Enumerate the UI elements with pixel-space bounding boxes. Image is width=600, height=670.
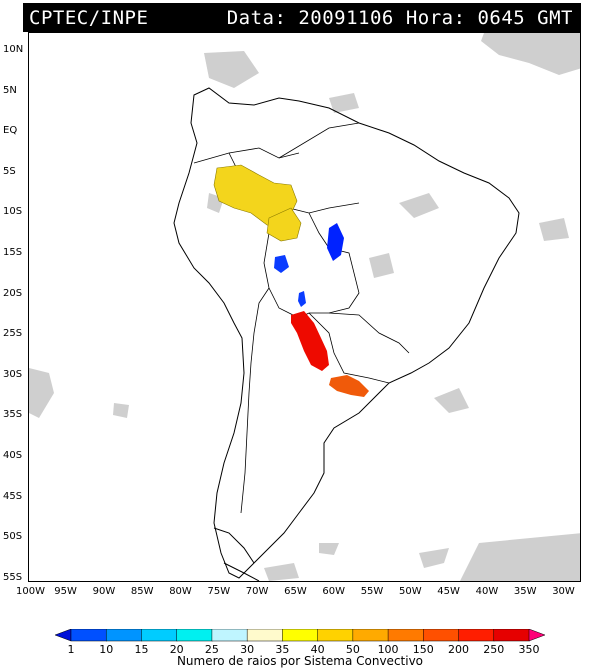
system-argentina-chaco (291, 311, 329, 371)
colorbar-swatch (317, 628, 354, 642)
colorbar-tick-label: 15 (134, 643, 149, 656)
lon-label: 65W (284, 586, 307, 597)
colorbar-swatch (387, 628, 425, 642)
hour-label: Hora: (405, 7, 466, 29)
lon-label: 40W (475, 586, 499, 597)
source-label: CPTEC/INPE (29, 7, 149, 29)
date-label: Data: (226, 7, 287, 29)
map-frame (28, 32, 581, 582)
colorbar-swatch (54, 628, 72, 642)
colorbar-tick-label: 200 (448, 643, 470, 656)
lat-label: 15S (3, 247, 23, 258)
lat-label: 10N (3, 44, 24, 55)
colorbar-swatch (246, 628, 284, 642)
lat-label: 30S (3, 368, 23, 380)
lon-label: 90W (92, 586, 116, 597)
colorbar-swatch (105, 628, 143, 642)
lon-label: 30W (552, 586, 575, 597)
colorbar-tick-label: 100 (377, 643, 399, 656)
map-header: CPTEC/INPE Data: 20091106 Hora: 0645 GMT (23, 3, 581, 32)
lat-label: EQ (3, 125, 18, 137)
system-rondonia (266, 207, 302, 242)
colorbar-swatch (70, 628, 107, 642)
colorbar-tick-label: 250 (483, 643, 505, 656)
system-mato-grosso (327, 223, 344, 261)
lon-label: 100W (16, 586, 45, 597)
date-value: 20091106 (298, 7, 394, 29)
colorbar-tick-label: 30 (240, 643, 255, 656)
system-uruguay (329, 375, 369, 397)
lon-label: 55W (360, 586, 384, 597)
colorbar-tick-label: 1 (67, 643, 75, 656)
lon-label: 45W (437, 586, 460, 597)
lat-label: 5N (3, 84, 17, 96)
lat-label: 25S (3, 328, 23, 340)
lat-label: 55S (3, 571, 23, 583)
colorbar-tick-label: 20 (169, 643, 184, 656)
colorbar-tick-label: 350 (518, 643, 540, 656)
colorbar-swatch (528, 628, 546, 642)
lon-label: 70W (245, 586, 269, 597)
colorbar-swatch (141, 628, 178, 642)
colorbar-title: Numero de raios por Sistema Convectivo (176, 654, 424, 668)
lat-label: 40S (3, 450, 23, 461)
colorbar-swatch (458, 628, 495, 642)
hour-value: 0645 GMT (477, 7, 573, 29)
cloud-cover (29, 33, 580, 581)
colorbar-swatch (493, 628, 530, 642)
lat-label: 50S (3, 531, 23, 543)
lon-label: 80W (169, 586, 192, 597)
colorbar: 1 10 15 20 25 30 35 40 50 100 150 200 250 350 Numero … (54, 628, 546, 668)
lat-label: 35S (3, 409, 23, 421)
datetime-label: Data: 20091106 Hora: 0645 GMT (227, 7, 573, 29)
lon-label: 35W (513, 586, 537, 597)
colorbar-tick-labels: 1 10 15 20 25 30 35 40 50 100 150 200 250 350 (55, 643, 545, 656)
colorbar-swatch (423, 628, 460, 642)
lat-label: 20S (3, 287, 23, 299)
convective-systems (213, 164, 369, 397)
colorbar-tick-label: 40 (310, 643, 325, 656)
system-bolivia-small (274, 255, 289, 273)
lon-label: 75W (207, 586, 231, 597)
colorbar-tick-label: 50 (345, 643, 360, 656)
colorbar-scale (54, 628, 546, 642)
colorbar-tick-label: 35 (275, 643, 290, 656)
colorbar-tick-label: 150 (412, 643, 434, 656)
lat-label: 5S (3, 165, 16, 177)
lon-label: 85W (130, 586, 154, 597)
colorbar-swatch (352, 628, 389, 642)
colorbar-tick-label: 25 (204, 643, 219, 656)
system-paraguay-dot (298, 291, 306, 307)
lon-label: 95W (54, 586, 77, 597)
colorbar-tick-label: 10 (99, 643, 114, 656)
lon-label: 50W (399, 586, 422, 597)
lat-label: 10S (3, 206, 23, 218)
coastline (173, 87, 520, 581)
colorbar-swatch (282, 628, 319, 642)
colorbar-swatch (176, 628, 213, 642)
colorbar-swatch (211, 628, 248, 642)
lon-label: 60W (322, 586, 346, 597)
lat-label: 45S (3, 490, 23, 502)
map-canvas (29, 33, 580, 581)
